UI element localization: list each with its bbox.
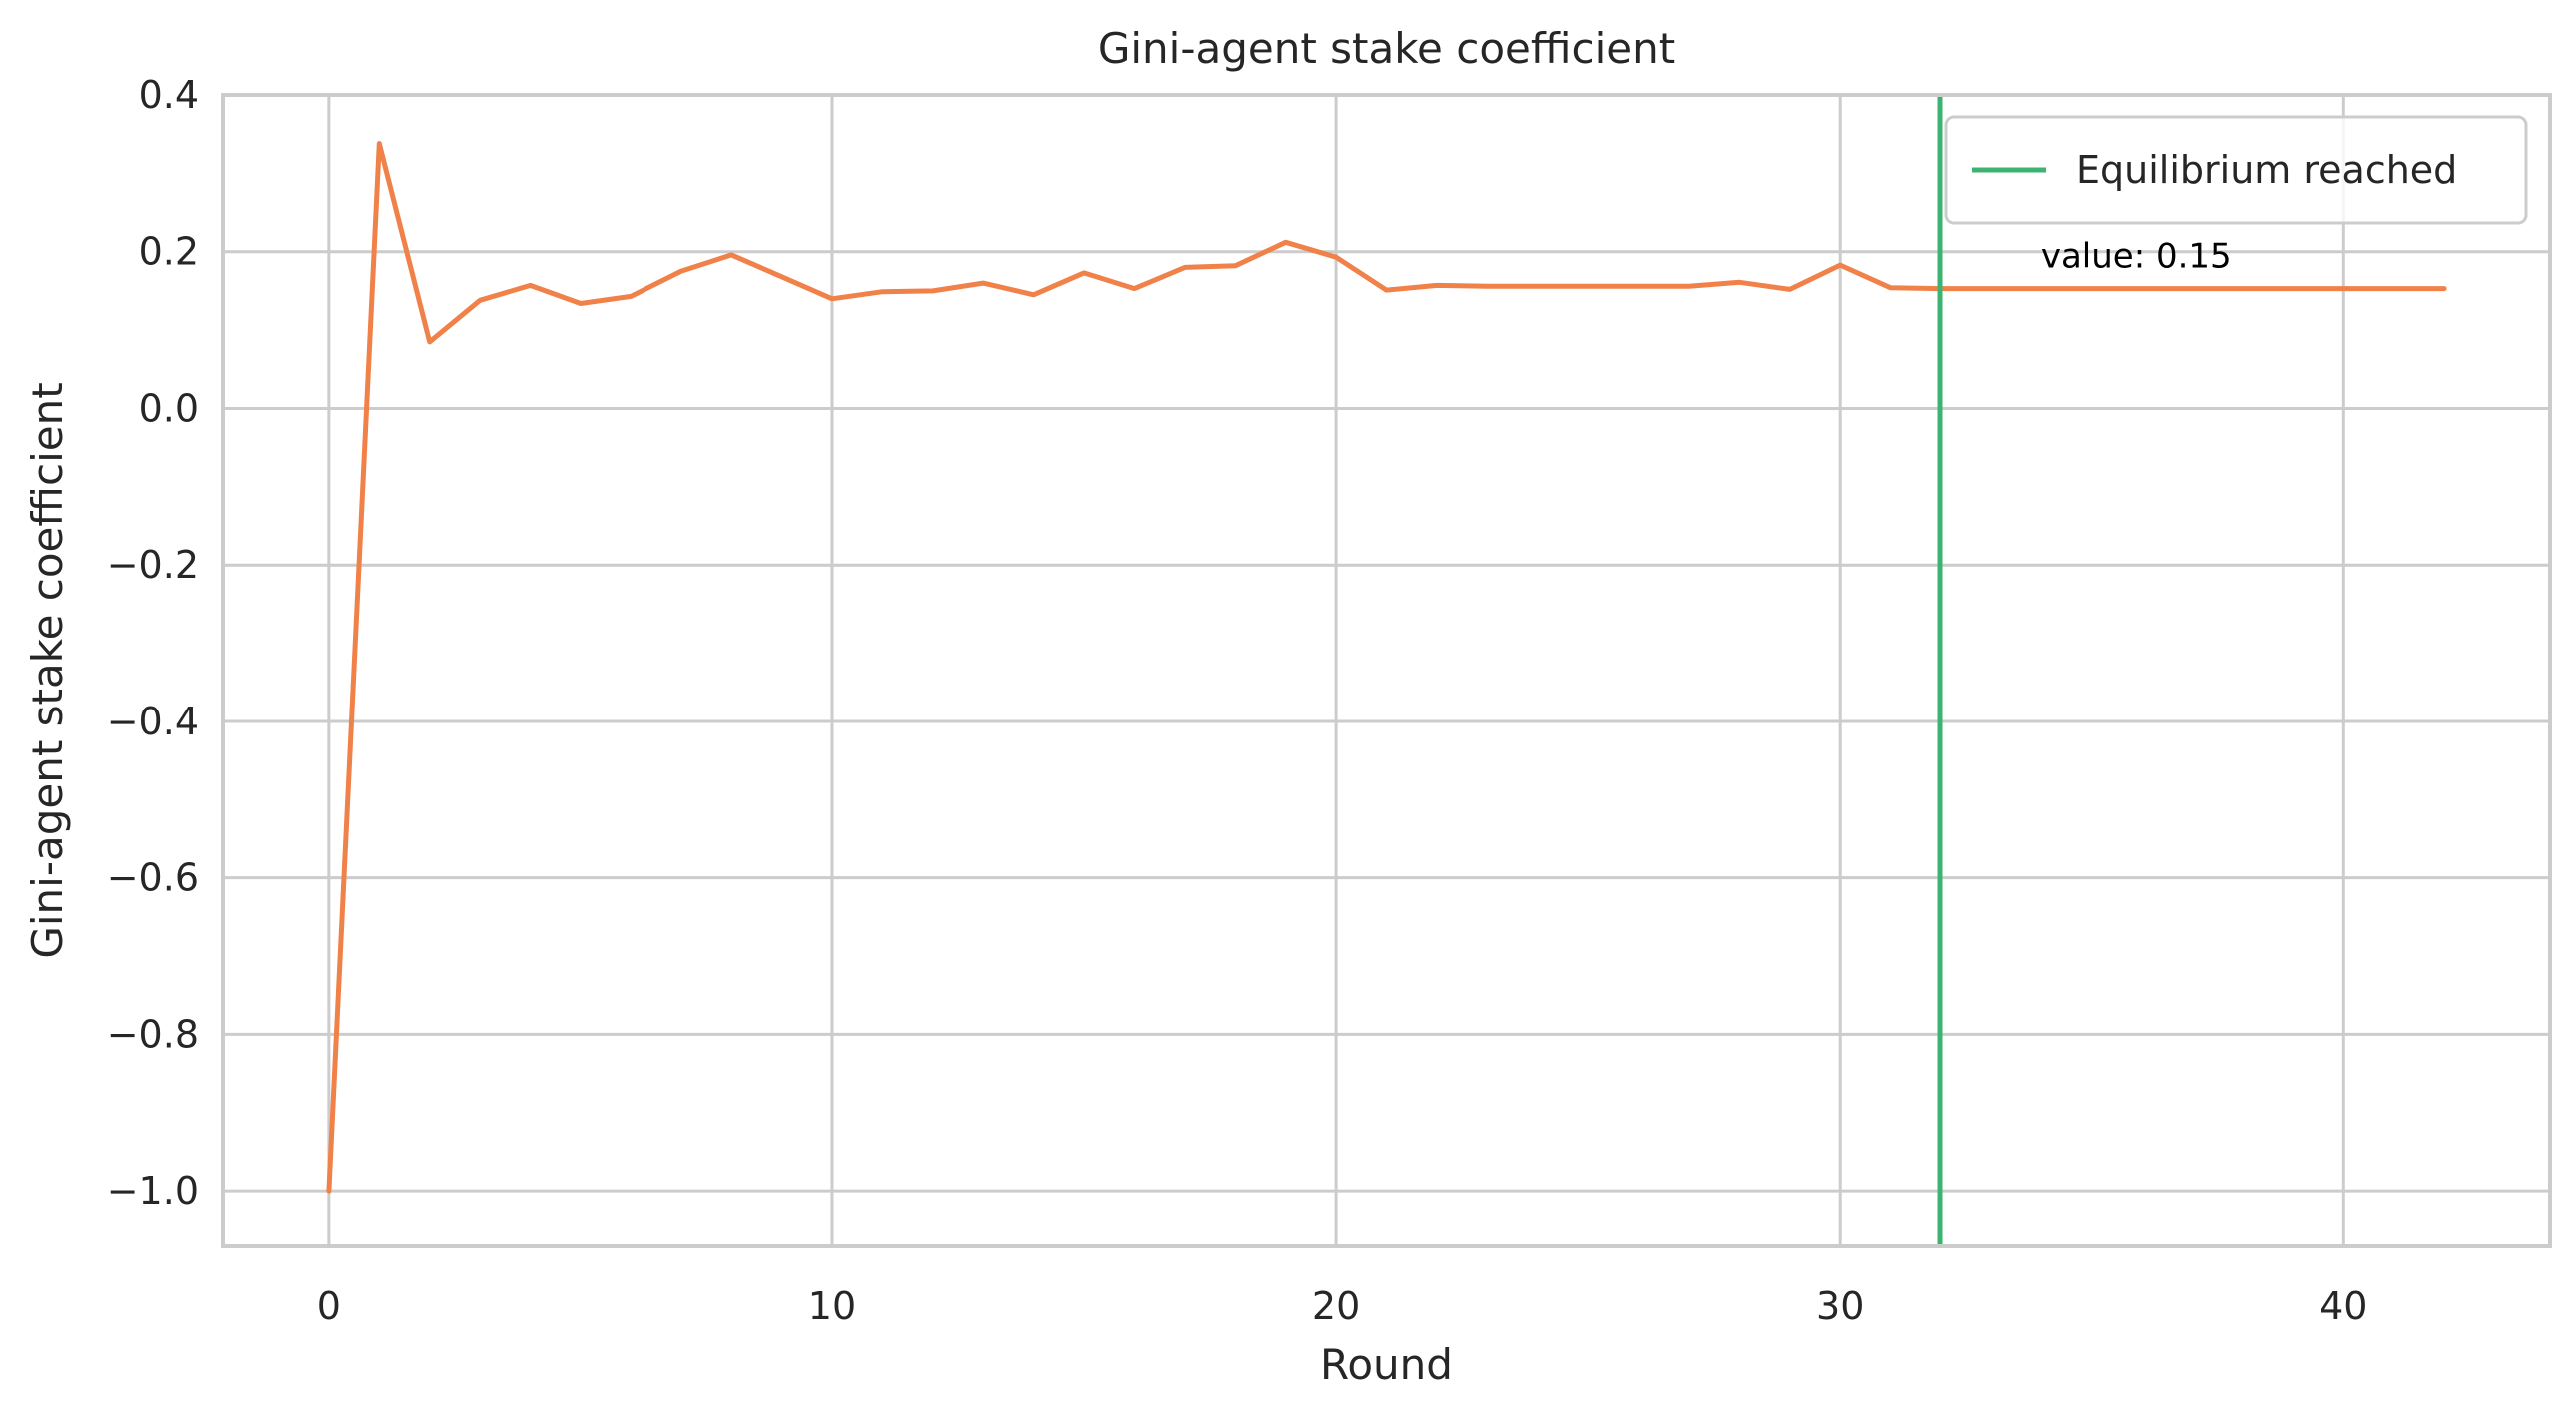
legend: Equilibrium reached [1944,115,2528,225]
value-annotation: value: 0.15 [2041,236,2232,276]
y-tick-label: −0.4 [107,700,199,743]
y-tick-label: −0.6 [107,856,199,900]
legend-label-equilibrium: Equilibrium reached [2076,148,2457,192]
y-tick-label: −0.2 [107,543,199,587]
series-line [326,141,2447,1194]
x-tick-label: 0 [317,1284,341,1328]
y-tick-label: −0.8 [107,1012,199,1056]
legend-box [1944,115,2528,225]
plot-frame [221,93,2552,1248]
x-tick-label: 30 [1816,1284,1864,1328]
chart-title: Gini-agent stake coefficient [1098,24,1675,73]
x-axis-label: Round [1320,1340,1453,1389]
y-tick-label: 0.0 [139,386,199,430]
x-tick-label: 40 [2319,1284,2367,1328]
y-axis-ticks: 0.4 0.2 0.0 −0.2 −0.4 −0.6 −0.8 −1.0 [107,73,199,1213]
y-tick-label: 0.2 [139,230,199,274]
y-tick-label: −1.0 [107,1169,199,1213]
x-axis-ticks: 0 10 20 30 40 [317,1284,2368,1328]
x-tick-label: 10 [808,1284,856,1328]
x-tick-label: 20 [1312,1284,1360,1328]
plot-marks [326,95,2447,1246]
y-tick-label: 0.4 [139,73,199,117]
y-axis-label: Gini-agent stake coefficient [23,382,72,958]
